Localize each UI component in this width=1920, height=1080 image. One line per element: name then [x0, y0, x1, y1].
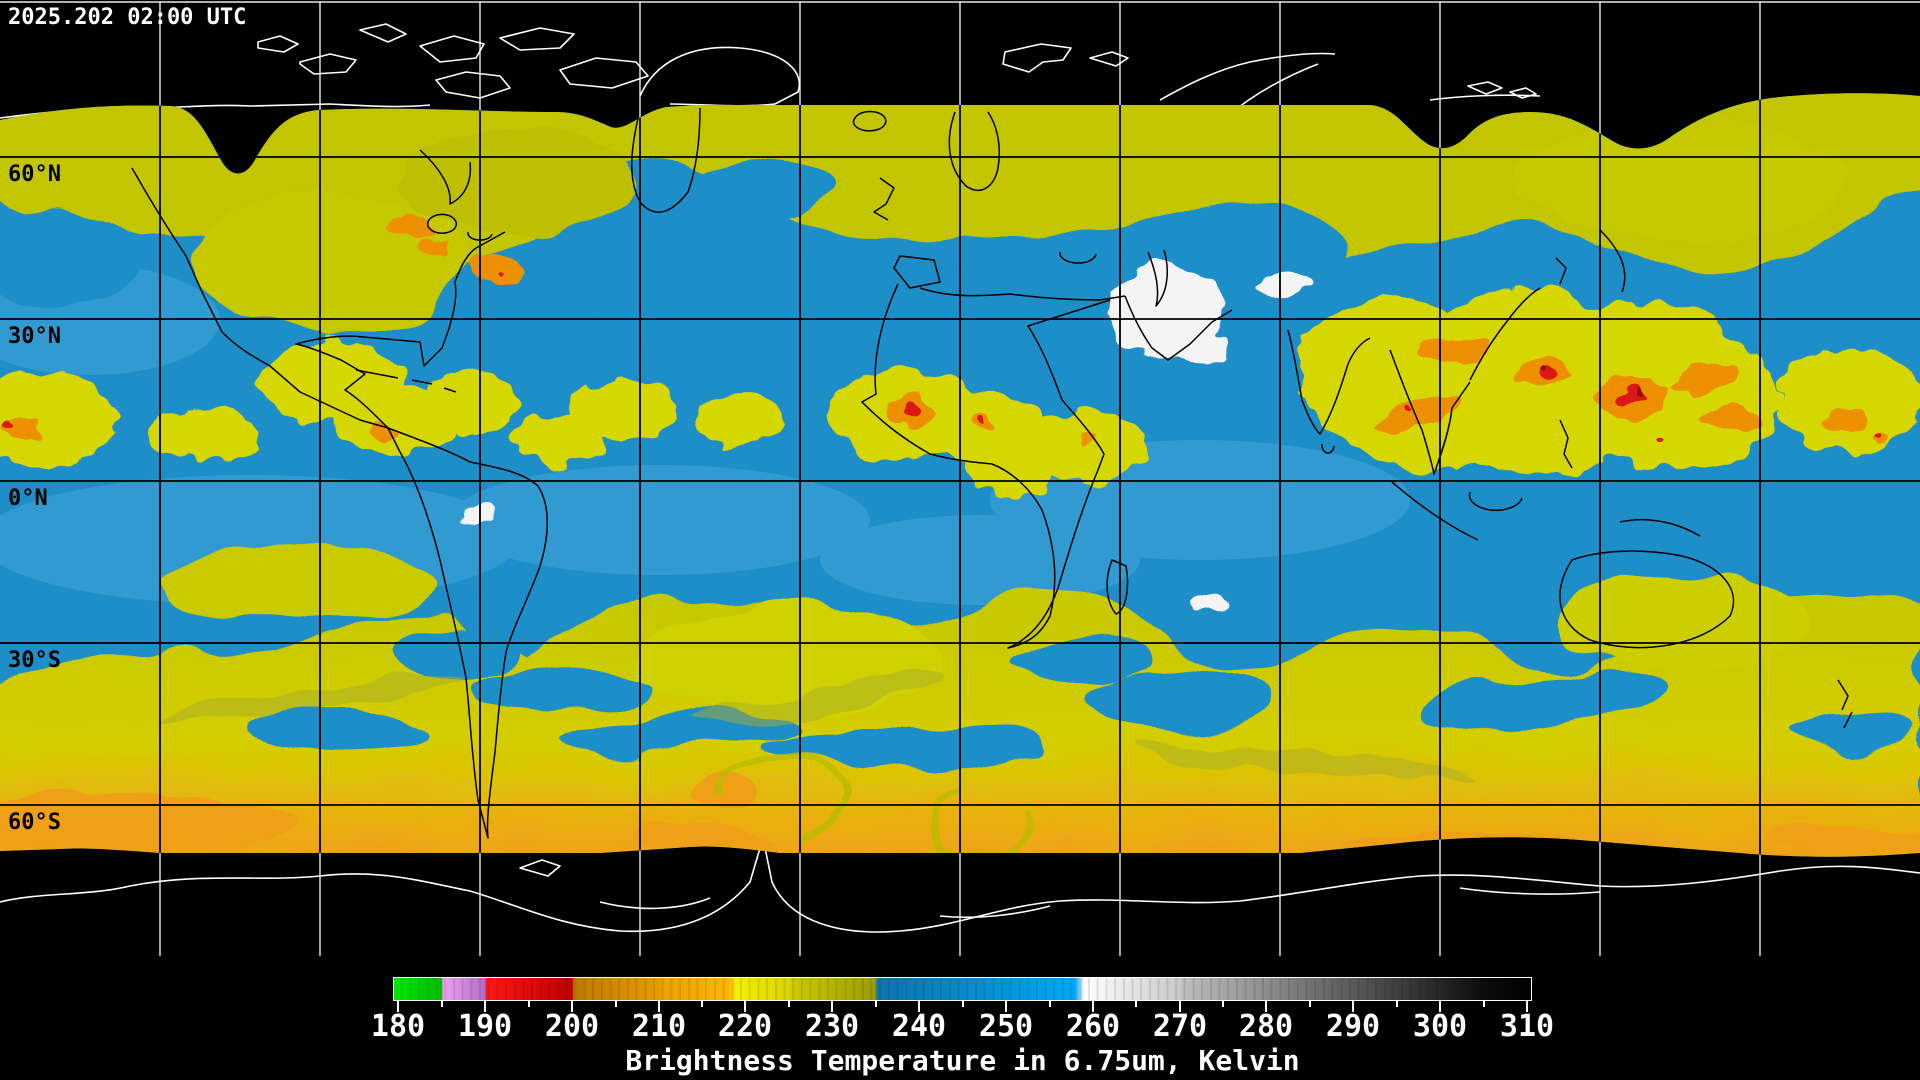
tick-label-260: 260	[1065, 1009, 1121, 1044]
tick-label-220: 220	[717, 1009, 773, 1044]
latitude-label-0n: 0°N	[8, 486, 48, 511]
tick-label-270: 270	[1152, 1009, 1208, 1044]
coastlines	[131, 107, 1853, 839]
tick-label-300: 300	[1412, 1009, 1468, 1044]
latitude-labels: 60°N 30°N 0°N 30°S 60°S	[8, 162, 61, 835]
arctic-coastline	[0, 23, 1541, 119]
map-canvas: 60°N 30°N 0°N 30°S 60°S 2025.202 02:00 U…	[0, 1, 1920, 956]
grid-lines-data	[0, 93, 1920, 857]
colorbar-caption: Brightness Temperature in 6.75um, Kelvin	[625, 1044, 1300, 1077]
tick-label-230: 230	[804, 1009, 860, 1044]
tick-label-210: 210	[631, 1009, 687, 1044]
timestamp: 2025.202 02:00 UTC	[8, 5, 246, 30]
antarctica-coastline	[0, 837, 1920, 933]
latitude-label-60s: 60°S	[8, 810, 61, 835]
tick-label-190: 190	[457, 1009, 513, 1044]
tick-label-280: 280	[1238, 1009, 1294, 1044]
latitude-label-30n: 30°N	[8, 324, 61, 349]
tick-label-240: 240	[891, 1009, 947, 1044]
data-swath	[0, 93, 1920, 857]
tick-label-250: 250	[978, 1009, 1034, 1044]
tick-label-200: 200	[544, 1009, 600, 1044]
latitude-label-30s: 30°S	[8, 648, 61, 673]
tick-label-180: 180	[370, 1009, 426, 1044]
tick-label-290: 290	[1325, 1009, 1381, 1044]
latitude-label-60n: 60°N	[8, 162, 61, 187]
colorbar	[393, 977, 1532, 1001]
tick-label-310: 310	[1499, 1009, 1555, 1044]
